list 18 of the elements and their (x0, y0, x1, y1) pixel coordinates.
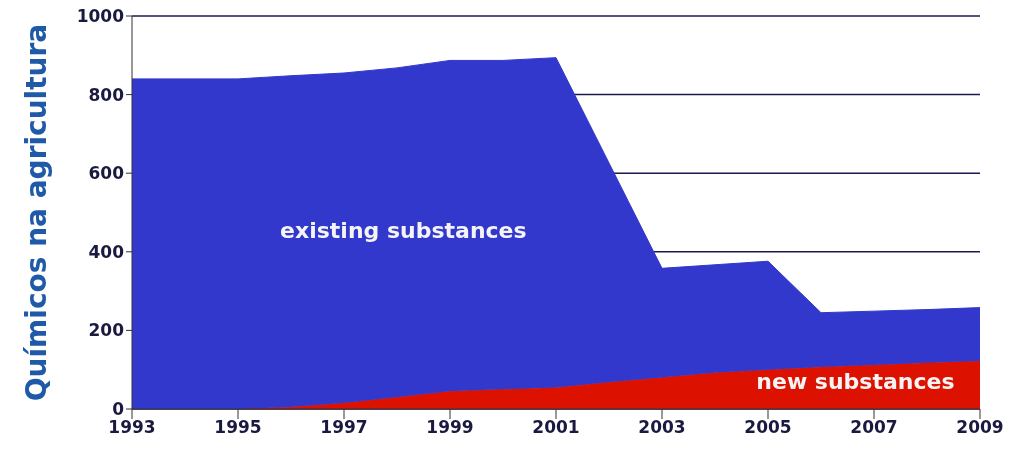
x-tick-label: 1997 (320, 417, 368, 438)
x-tick-label: 2005 (744, 417, 792, 438)
x-tick-label: 1993 (108, 417, 156, 438)
x-tick-label: 2009 (956, 417, 1004, 438)
x-tick-label: 2003 (638, 417, 686, 438)
y-tick-label: 0 (112, 399, 125, 420)
y-tick-label: 800 (88, 84, 125, 105)
series-label: new substances (756, 369, 955, 396)
series-label: existing substances (280, 218, 527, 244)
x-tick-label: 2001 (532, 417, 580, 438)
y-tick-label: 400 (88, 241, 125, 262)
y-tick-label: 1000 (76, 6, 125, 27)
x-tick-label: 1999 (426, 417, 474, 438)
y-axis-title: Químicos na agricultura (20, 23, 53, 402)
x-tick-label: 2007 (850, 417, 898, 438)
x-tick-label: 1995 (214, 417, 262, 438)
y-tick-label: 200 (88, 320, 125, 341)
y-tick-label: 600 (88, 163, 125, 184)
